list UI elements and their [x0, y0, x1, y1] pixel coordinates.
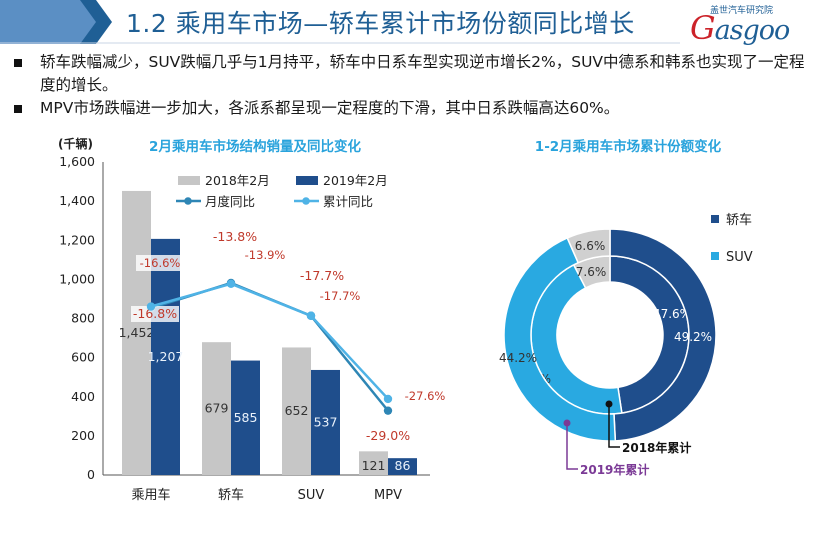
cumulative-yoy-value-label: -16.6% — [140, 256, 181, 270]
bar-2019-3 — [388, 458, 417, 475]
cumulative-yoy-label-bg — [241, 247, 289, 263]
cumulative-yoy-value-label: -27.6% — [405, 389, 446, 403]
monthly-yoy-label-bg — [131, 306, 179, 322]
bar-2018-value-label: 652 — [285, 403, 309, 418]
donut-2019-label: 6.6% — [575, 239, 606, 253]
donut-legend-swatch-suv — [711, 252, 719, 260]
y-tick-label: 400 — [71, 389, 95, 404]
donut-2018-label: 7.6% — [576, 265, 607, 279]
cumulative-yoy-label-bg — [136, 255, 184, 271]
page-title: 1.2 乘用车市场—轿车累计市场份额同比增长 — [126, 9, 635, 38]
donut-chart-title: 1-2月乘用车市场累计份额变化 — [535, 138, 722, 155]
monthly-yoy-value-label: -13.8% — [213, 229, 257, 244]
cumulative-yoy-point-2 — [306, 311, 316, 320]
bar-2018-value-label: 121 — [362, 458, 386, 473]
donut-legend-label-sedan: 轿车 — [726, 212, 752, 228]
donut-2019-other-slice — [566, 228, 611, 264]
cumulative-yoy-value-label: -17.7% — [320, 289, 361, 303]
donut-2019-sedan-slice — [609, 228, 717, 442]
y-tick-label: 200 — [71, 428, 95, 443]
logo-subtitle: 盖世汽车研究院 — [710, 6, 774, 16]
bar-2019-1 — [231, 360, 260, 475]
monthly-yoy-value-label: -29.0% — [366, 428, 410, 443]
legend-marker-monthly — [184, 197, 192, 205]
x-category-label: 乘用车 — [131, 487, 170, 503]
gasgoo-logo: Gasgoo — [690, 9, 790, 47]
y-tick-label: 1,600 — [59, 154, 95, 169]
monthly-yoy-label-bg — [211, 229, 259, 245]
bullet-square-icon — [14, 105, 22, 113]
cumulative-yoy-line — [150, 282, 389, 400]
bullet-text-2: MPV市场跌幅进一步加大，各派系都呈现一定程度的下滑，其中日系跌幅高达60%。 — [40, 99, 620, 117]
cumulative-yoy-point-0 — [146, 302, 156, 311]
header-bar — [0, 0, 680, 44]
legend-label-2019: 2019年2月 — [323, 173, 388, 188]
cumulative-yoy-value-label: -13.9% — [245, 248, 286, 262]
y-axis-unit-label: (千辆) — [58, 136, 93, 151]
monthly-yoy-label-bg — [364, 428, 412, 444]
bar-chart-title: 2月乘用车市场结构销量及同比变化 — [149, 138, 361, 155]
y-tick-label: 1,200 — [59, 232, 95, 247]
bar-2018-value-label: 679 — [205, 401, 229, 416]
callout-line-2018 — [608, 404, 620, 448]
bar-2019-2 — [311, 369, 340, 475]
donut-2018-label: 47.6% — [653, 307, 691, 321]
callout-line-2019 — [566, 423, 578, 470]
cumulative-yoy-label-bg — [401, 388, 449, 404]
bar-2018-2 — [282, 347, 311, 475]
y-tick-label: 600 — [71, 350, 95, 365]
bar-2018-value-label: 1,452 — [119, 325, 155, 340]
x-category-label: 轿车 — [218, 487, 244, 503]
donut-2019-label: 49.2% — [674, 330, 712, 344]
cumulative-yoy-label-bg — [316, 288, 364, 304]
bar-2019-value-label: 585 — [234, 410, 258, 425]
monthly-yoy-label-bg — [298, 268, 346, 284]
y-tick-label: 0 — [87, 467, 95, 482]
bar-2018-1 — [202, 342, 231, 475]
bullet-square-icon — [14, 59, 22, 67]
y-tick-label: 1,000 — [59, 271, 95, 286]
monthly-yoy-value-label: -17.7% — [300, 268, 344, 283]
bullet-text-1: 轿车跌幅减少，SUV跌幅几乎与1月持平，轿车中日系车型实现逆市增长2%，SUV中… — [40, 53, 805, 94]
y-tick-label: 1,400 — [59, 193, 95, 208]
legend-label-monthly: 月度同比 — [205, 194, 255, 209]
bar-2019-value-label: 1,207 — [148, 349, 184, 364]
donut-legend-label-suv: SUV — [726, 250, 753, 265]
cumulative-yoy-point-1 — [226, 279, 236, 289]
legend-label-cumulative: 累计同比 — [323, 194, 373, 209]
donut-2019-suv-slice — [503, 236, 617, 442]
bullet-point-2: MPV市场跌幅进一步加大，各派系都呈现一定程度的下滑，其中日系跌幅高达60%。 — [14, 97, 814, 120]
donut-legend-swatch-sedan — [711, 215, 719, 223]
bar-2019-value-label: 537 — [314, 414, 338, 429]
bullet-point-1: 轿车跌幅减少，SUV跌幅几乎与1月持平，轿车中日系车型实现逆市增长2%，SUV中… — [14, 51, 814, 97]
bar-2019-value-label: 86 — [395, 458, 411, 473]
bar-2019-0 — [151, 238, 180, 475]
bar-2018-3 — [359, 451, 388, 475]
legend-swatch-2019 — [296, 176, 318, 185]
cumulative-yoy-point-3 — [383, 394, 393, 404]
monthly-yoy-value-label: -16.8% — [133, 306, 177, 321]
callout-label-2019: 2019年累计 — [580, 462, 649, 477]
x-category-label: SUV — [298, 488, 325, 503]
bar-2018-0 — [122, 190, 151, 475]
legend-swatch-2018 — [178, 176, 200, 185]
legend-marker-cumulative — [302, 197, 310, 205]
donut-2019-label: 44.2% — [499, 351, 537, 365]
y-tick-label: 800 — [71, 311, 95, 326]
callout-label-2018: 2018年累计 — [622, 440, 691, 455]
monthly-yoy-point-3 — [383, 406, 393, 415]
x-category-label: MPV — [374, 488, 402, 503]
legend-label-2018: 2018年2月 — [205, 173, 270, 188]
